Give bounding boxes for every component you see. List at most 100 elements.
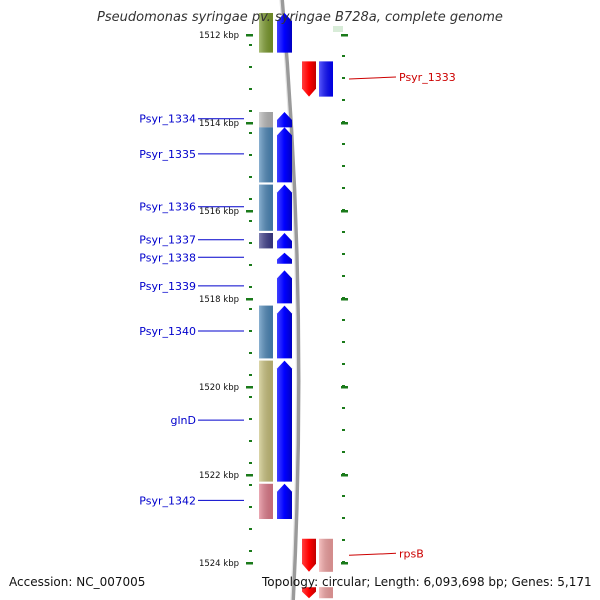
axis-right-dash <box>342 517 345 519</box>
scale-tick-label: 1524 kbp <box>199 559 239 569</box>
reverse-gene-arrow <box>302 61 316 97</box>
scale-tick-label: 1514 kbp <box>199 119 239 129</box>
scale-tick-right <box>341 562 348 565</box>
backbone-highlight <box>279 0 298 600</box>
gene-block-shade <box>259 112 273 128</box>
scale-tick <box>246 210 253 213</box>
axis-right-dash <box>342 253 345 255</box>
scale-tick-right <box>341 298 348 301</box>
axis-left-dash <box>249 66 252 68</box>
scale-tick-label: 1520 kbp <box>199 383 239 393</box>
gene-block-shade <box>259 360 273 482</box>
gene-block-shade <box>259 305 273 359</box>
scale-tick <box>246 474 253 477</box>
axis-left-dash <box>249 352 252 354</box>
scale-tick-right <box>341 474 348 477</box>
genome-title: Pseudomonas syringae pv. syringae B728a,… <box>97 10 503 25</box>
axis-left-dash <box>249 528 252 530</box>
gene-label: Psyr_1340 <box>139 325 196 338</box>
axis-left-dash <box>249 132 252 134</box>
forward-gene-arrow <box>277 252 292 264</box>
axis-left-dash <box>249 198 252 200</box>
axis-left-dash <box>249 88 252 90</box>
gene-block-shade <box>259 184 273 231</box>
axis-left-dash <box>249 220 252 222</box>
axis-left-dash <box>249 264 252 266</box>
gene-label: Psyr_1334 <box>139 113 196 126</box>
axis-left-dash <box>249 374 252 376</box>
axis-left-dash <box>249 286 252 288</box>
scale-tick <box>246 122 253 125</box>
gene-label: Psyr_1333 <box>399 71 456 84</box>
reverse-gene-block-shade <box>319 538 333 572</box>
gene-label-leader <box>348 76 397 80</box>
scale-tick <box>246 34 253 37</box>
forward-gene-arrow <box>277 483 292 519</box>
forward-gene-arrow <box>277 305 292 359</box>
gene-block-shade <box>259 127 273 183</box>
scale-tick <box>246 386 253 389</box>
axis-right-dash <box>342 55 345 57</box>
axis-left-dash <box>249 440 252 442</box>
axis-right-dash <box>342 539 345 541</box>
axis-left-dash <box>249 154 252 156</box>
axis-right-dash <box>342 319 345 321</box>
axis-left-dash <box>249 418 252 420</box>
forward-gene-arrow <box>277 360 292 482</box>
scale-tick-right <box>341 122 348 125</box>
axis-right-dash <box>342 495 345 497</box>
gene-label: Psyr_1336 <box>139 201 196 214</box>
gene-label: Psyr_1335 <box>139 148 196 161</box>
axis-left-dash <box>249 396 252 398</box>
gene-block-fragment <box>333 26 343 32</box>
axis-left-dash <box>249 242 252 244</box>
gene-label: Psyr_1337 <box>139 234 196 247</box>
forward-gene-arrow <box>277 184 292 231</box>
axis-right-dash <box>342 231 345 233</box>
gene-label: Psyr_1339 <box>139 280 196 293</box>
gene-block-shade <box>259 483 273 519</box>
axis-left-dash <box>249 44 252 46</box>
axis-right-dash <box>342 363 345 365</box>
gene-label-leader <box>348 552 397 556</box>
axis-right-dash <box>342 77 345 79</box>
gene-label: Psyr_1338 <box>139 251 196 264</box>
forward-gene-arrow <box>277 233 292 249</box>
axis-left-dash <box>249 110 252 112</box>
gene-block-shade <box>259 13 273 53</box>
scale-tick <box>246 298 253 301</box>
scale-tick-right <box>341 34 348 37</box>
axis-right-dash <box>342 187 345 189</box>
reverse-gene-arrow <box>302 587 316 599</box>
gene-label: glnD <box>171 414 196 427</box>
genome-summary-text: Topology: circular; Length: 6,093,698 bp… <box>262 575 592 589</box>
gene-label: Psyr_1342 <box>139 494 196 507</box>
scale-tick-right <box>341 386 348 389</box>
accession-text: Accession: NC_007005 <box>9 575 146 589</box>
axis-right-dash <box>342 341 345 343</box>
axis-right-dash <box>342 143 345 145</box>
gene-block-shade <box>259 233 273 249</box>
axis-left-dash <box>249 176 252 178</box>
scale-tick-label: 1516 kbp <box>199 207 239 217</box>
axis-left-dash <box>249 506 252 508</box>
axis-right-dash <box>342 99 345 101</box>
scale-tick <box>246 562 253 565</box>
gene-label: rpsB <box>399 547 424 560</box>
axis-left-dash <box>249 308 252 310</box>
scale-tick-label: 1522 kbp <box>199 471 239 481</box>
reverse-gene-block-shade <box>319 61 333 97</box>
axis-right-dash <box>342 451 345 453</box>
scale-tick-label: 1518 kbp <box>199 295 239 305</box>
reverse-gene-arrow <box>302 538 316 572</box>
axis-right-dash <box>342 275 345 277</box>
scale-tick-label: 1512 kbp <box>199 31 239 41</box>
axis-left-dash <box>249 484 252 486</box>
axis-left-dash <box>249 550 252 552</box>
scale-tick-right <box>341 210 348 213</box>
axis-left-dash <box>249 330 252 332</box>
axis-left-dash <box>249 462 252 464</box>
axis-right-dash <box>342 165 345 167</box>
backbone-curve <box>280 0 301 600</box>
